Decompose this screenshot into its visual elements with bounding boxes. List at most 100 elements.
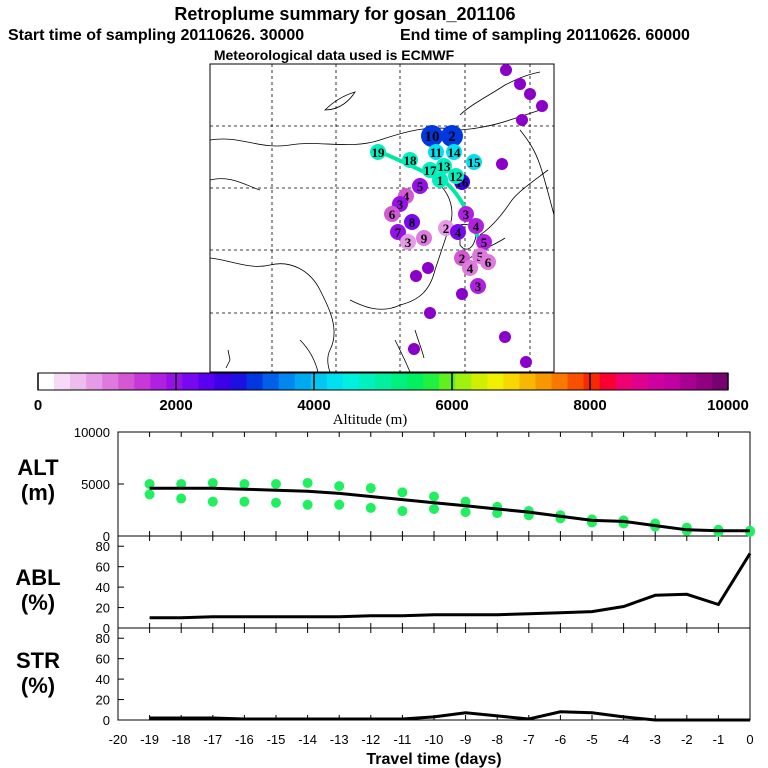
trajectory-marker <box>436 158 452 174</box>
colorbar-cell <box>663 373 681 390</box>
y-tick-label: 20 <box>96 693 110 708</box>
colorbar-cell <box>423 373 440 390</box>
x-tick-label: -8 <box>491 732 503 747</box>
colorbar-cell <box>711 373 729 390</box>
colorbar-cell <box>455 373 472 390</box>
altitude-cluster-point <box>397 487 408 498</box>
colorbar-cell <box>695 373 713 390</box>
colorbar-cell <box>214 373 232 390</box>
alt-panel-unit: (m) <box>21 480 55 505</box>
colorbar-cell <box>358 373 376 390</box>
trajectory-marker-label: 6 <box>485 255 492 270</box>
trajectory-marker <box>500 64 512 76</box>
trajectory-marker <box>408 343 420 355</box>
altitude-cluster-point <box>334 481 345 492</box>
trajectory-marker-label: 3 <box>397 197 404 212</box>
trajectory-marker-label: 19 <box>372 145 386 160</box>
colorbar-ticks: 0 2000 4000 6000 8000 10000 <box>34 373 749 414</box>
y-tick-label: 80 <box>96 539 110 554</box>
trajectory-marker-label: 6 <box>389 207 396 222</box>
trajectory-marker <box>476 234 492 250</box>
colorbar-tick-label: 8000 <box>573 397 606 414</box>
trajectory-marker-label: 4 <box>467 261 474 276</box>
colorbar-label: Altitude (m) <box>333 412 408 428</box>
colorbar-cell <box>262 373 280 390</box>
colorbar-cell <box>134 373 151 390</box>
altitude-cluster-point <box>176 479 187 489</box>
colorbar-cell <box>230 373 248 390</box>
trajectory-marker-label: 3 <box>463 207 470 222</box>
colorbar-cell <box>86 373 103 390</box>
trajectory-marker <box>410 270 422 282</box>
x-tick-label: -20 <box>109 732 128 747</box>
trajectory-marker-label: 3 <box>475 279 482 294</box>
colorbar-cell <box>535 373 552 390</box>
y-tick-label: 80 <box>96 631 110 646</box>
colorbar-cell <box>407 373 424 390</box>
trajectory-marker <box>370 144 386 160</box>
trajectory-marker <box>524 88 536 100</box>
trajectory-marker-label: 1 <box>437 173 444 188</box>
str-panel-name: STR <box>16 648 60 673</box>
altitude-cluster-point <box>365 502 376 513</box>
colorbar-cell <box>583 373 601 390</box>
colorbar-cell <box>150 373 167 390</box>
colorbar-cell <box>391 373 408 390</box>
colorbar-cell <box>38 373 55 390</box>
y-tick-label: 10000 <box>74 425 110 440</box>
colorbar-cell <box>118 373 135 390</box>
trajectory-marker <box>536 100 548 112</box>
trajectory-marker-label: 10 <box>425 129 440 145</box>
colorbar-tick-label: 6000 <box>435 397 468 414</box>
x-tick-label: -9 <box>460 732 472 747</box>
colorbar-cell <box>278 373 296 390</box>
y-tick-label: 60 <box>96 652 110 667</box>
abl-panel-name: ABL <box>15 565 60 590</box>
x-tick-label: -14 <box>298 732 317 747</box>
altitude-cluster-point <box>429 491 439 502</box>
colorbar-tick-label: 4000 <box>297 397 330 414</box>
trajectory-marker-label: 3 <box>405 235 412 250</box>
trajectory-marker <box>480 254 496 270</box>
colorbar-cell <box>567 373 585 390</box>
end-time-label: End time of sampling 20110626. 60000 <box>400 27 690 44</box>
abl-series-line <box>149 552 752 620</box>
altitude-cluster-point <box>302 499 313 510</box>
y-tick-label: 5000 <box>81 477 110 492</box>
colorbar-cell <box>182 373 199 390</box>
colorbar-cell <box>70 373 87 390</box>
colorbar-cells <box>38 373 729 390</box>
trajectory-marker <box>390 224 406 240</box>
x-tick-label: -4 <box>618 732 630 747</box>
trajectory-marker-label: 7 <box>395 225 402 240</box>
trajectory-marker-label: 4 <box>403 189 410 204</box>
x-tick-label: 0 <box>746 732 753 747</box>
trajectory-marker <box>441 125 463 147</box>
altitude-cluster-point <box>144 479 155 489</box>
y-tick-label: 0 <box>103 621 110 636</box>
colorbar-cell <box>310 373 328 390</box>
x-tick-label: -6 <box>555 732 567 747</box>
trajectory-marker <box>416 230 432 246</box>
x-tick-label: -7 <box>523 732 535 747</box>
trajectory-marker <box>462 260 478 276</box>
trajectory-marker <box>424 307 436 319</box>
altitude-cluster-point <box>302 477 313 488</box>
altitude-cluster-point <box>239 479 250 489</box>
trajectory-marker-label: 8 <box>409 215 416 230</box>
trajectory-marker-label: 2 <box>448 129 456 145</box>
trajectory-marker <box>514 78 526 90</box>
x-tick-label: -3 <box>649 732 661 747</box>
colorbar-cell <box>166 373 183 390</box>
trajectory-marker-label: 14 <box>448 145 462 160</box>
colorbar-cell <box>342 373 360 390</box>
x-tick-label: -15 <box>267 732 286 747</box>
trajectory-marker <box>404 214 420 230</box>
altitude-cluster-point <box>207 477 218 488</box>
trajectory-marker-label: 5 <box>417 179 424 194</box>
colorbar-cell <box>599 373 617 390</box>
x-tick-label: -11 <box>393 732 411 747</box>
trajectory-marker <box>458 206 474 222</box>
altitude-cluster-point <box>365 483 376 494</box>
